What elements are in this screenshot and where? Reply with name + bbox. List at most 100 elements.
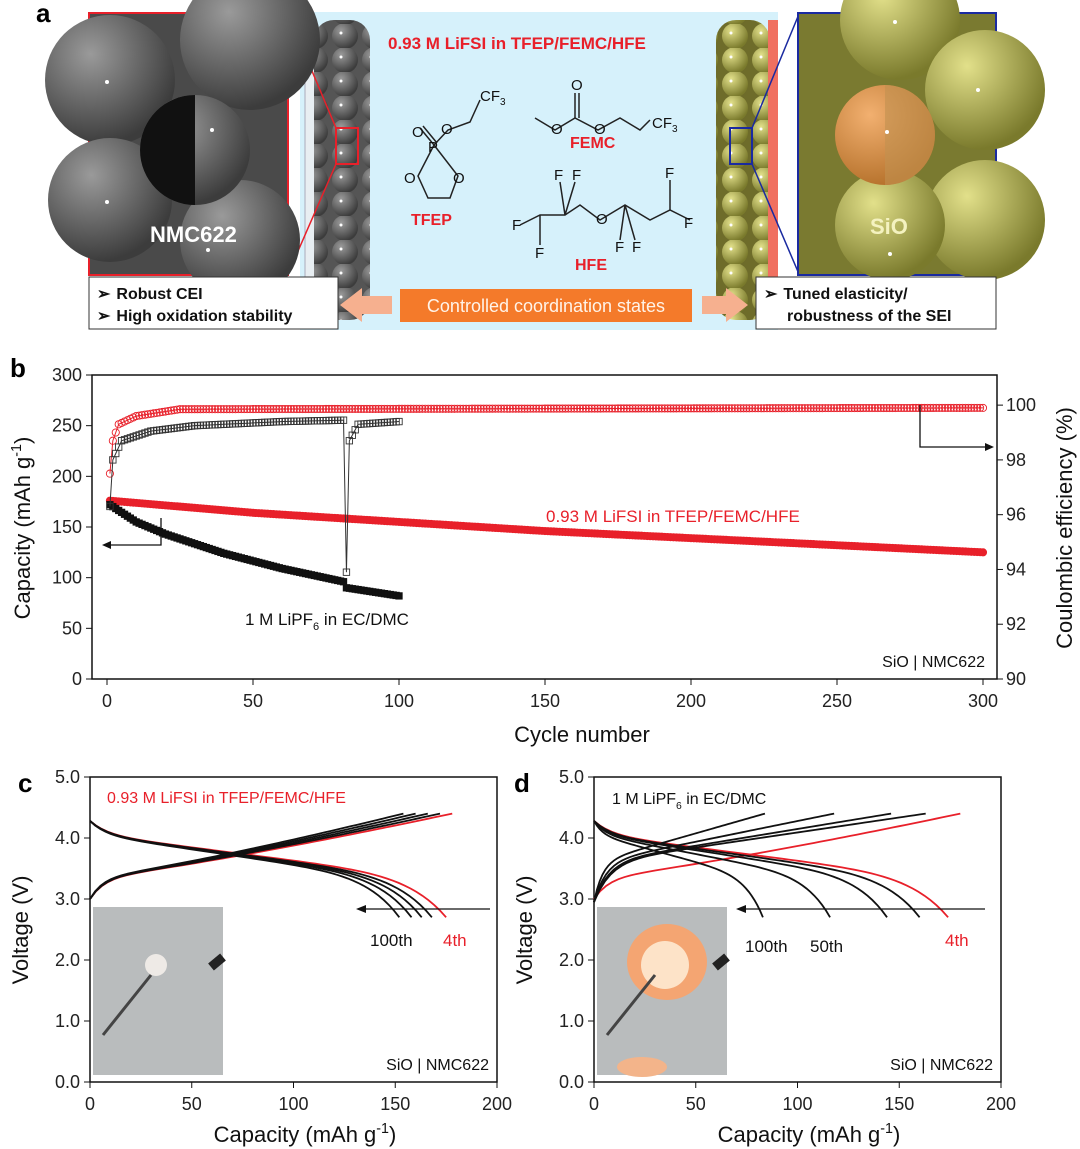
series-line — [109, 419, 400, 573]
data-point — [704, 404, 713, 413]
data-point — [339, 416, 348, 424]
data-point — [342, 568, 351, 576]
data-point — [543, 404, 552, 413]
data-point — [149, 409, 158, 418]
data-point — [313, 404, 322, 414]
y-tick-label: 4.0 — [559, 828, 584, 848]
data-point — [304, 404, 313, 414]
data-point — [508, 404, 517, 413]
data-point — [552, 404, 561, 413]
data-point — [429, 404, 439, 413]
y-tick-label: 100 — [52, 568, 82, 588]
x-tick-label: 50 — [182, 1094, 202, 1114]
y-tick-label: 1.0 — [55, 1011, 80, 1031]
atom-f: F — [535, 245, 544, 262]
data-point — [809, 404, 818, 413]
data-point — [669, 404, 678, 413]
data-point — [672, 404, 681, 413]
data-point — [894, 403, 903, 413]
data-point — [978, 403, 988, 412]
data-point — [444, 404, 453, 413]
data-point — [751, 404, 760, 413]
data-point — [964, 403, 973, 412]
data-point — [339, 404, 348, 414]
atom-f: F — [632, 239, 641, 256]
data-point — [365, 404, 374, 413]
data-point — [523, 404, 532, 413]
x-tick-label: 0 — [589, 1094, 599, 1114]
data-point — [111, 428, 120, 437]
anode-label: SiO — [870, 214, 908, 239]
cathode-benefit: Robust CEI — [116, 286, 202, 303]
data-point — [727, 404, 736, 413]
data-point — [882, 403, 891, 413]
cycle-label-100th: 100th — [745, 937, 788, 956]
data-point — [406, 404, 415, 413]
tfep-series-label: 0.93 M LiFSI in TFEP/FEMC/HFE — [546, 507, 800, 526]
data-point — [724, 404, 734, 413]
data-point — [278, 405, 287, 414]
cycle-label-4th: 4th — [443, 931, 467, 950]
data-point — [380, 404, 389, 413]
data-point — [581, 404, 590, 413]
svg-text:➢Tuned elasticity/: ➢ Tuned elasticity/ — [764, 286, 908, 303]
data-point — [397, 404, 406, 413]
y2-tick-label: 98 — [1006, 450, 1026, 470]
data-point — [646, 404, 655, 413]
coordination-states-label: Controlled coordination states — [427, 296, 665, 316]
data-point — [529, 404, 538, 413]
data-point — [914, 403, 923, 413]
data-point — [283, 404, 293, 414]
data-point — [167, 406, 176, 415]
sio-zoom-view: SiO — [797, 0, 1045, 280]
data-point — [467, 404, 477, 413]
data-point — [202, 405, 211, 414]
right-axis-arrow — [919, 405, 988, 448]
data-point — [292, 404, 301, 414]
data-point — [240, 405, 249, 414]
data-point — [476, 404, 485, 413]
atom-o: O — [453, 170, 465, 187]
data-point — [415, 404, 424, 413]
data-point — [789, 404, 798, 413]
y2-tick-label: 94 — [1006, 559, 1026, 579]
y-tick-label: 1.0 — [559, 1011, 584, 1031]
discharge-curve — [593, 820, 949, 918]
data-point — [502, 404, 512, 413]
discharge-curve — [89, 820, 423, 918]
data-point — [800, 404, 809, 413]
y2-tick-label: 96 — [1006, 505, 1026, 525]
data-point — [266, 405, 275, 414]
y-tick-label: 0 — [72, 669, 82, 689]
data-point — [824, 404, 833, 413]
data-point — [193, 405, 202, 414]
data-point — [593, 404, 602, 413]
data-point — [558, 404, 567, 413]
data-point — [748, 404, 757, 413]
data-point — [970, 403, 979, 412]
data-point — [573, 404, 582, 413]
cf3-group: CF — [480, 88, 500, 105]
data-point — [721, 404, 731, 413]
data-point — [354, 404, 363, 413]
atom-o: O — [441, 121, 453, 138]
data-point — [383, 404, 392, 413]
data-point — [418, 404, 427, 413]
atom-f: F — [665, 165, 674, 182]
data-point — [307, 404, 316, 414]
data-point — [783, 404, 792, 413]
data-point — [710, 404, 719, 413]
legend-label: 0.93 M LiFSI in TFEP/FEMC/HFE — [107, 790, 346, 807]
data-point — [494, 404, 503, 413]
data-point — [342, 404, 351, 414]
data-point — [324, 404, 333, 414]
lipf6-series-label: 1 M LiPF6 in EC/DMC — [245, 610, 409, 633]
x-tick-label: 50 — [686, 1094, 706, 1114]
data-point — [757, 404, 766, 413]
data-point — [514, 404, 523, 413]
y-tick-label: 200 — [52, 466, 82, 486]
arrowhead-icon — [985, 443, 994, 451]
data-point — [733, 404, 742, 413]
atom-o: O — [404, 170, 416, 187]
data-point — [108, 436, 117, 445]
